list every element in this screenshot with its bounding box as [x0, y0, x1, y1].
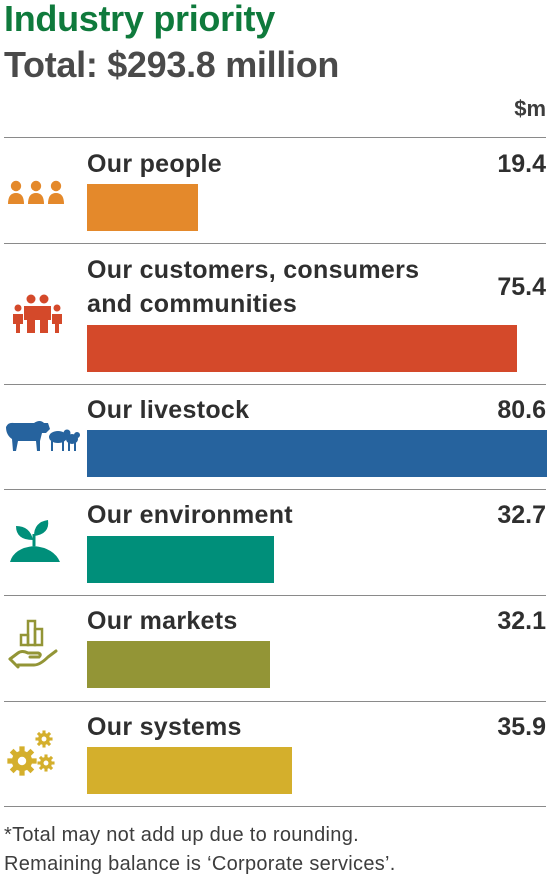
bar [87, 641, 271, 688]
row-divider [4, 384, 546, 385]
bar [87, 536, 274, 583]
family-icon [4, 294, 66, 339]
category-label-line: Our livestock [87, 396, 250, 424]
data-label: 32.7 [497, 501, 546, 529]
bar [87, 325, 518, 372]
people-icon [4, 178, 66, 215]
unit-label: $m [514, 96, 546, 121]
category-label-line: Our people [87, 150, 222, 178]
category-label-line: Our systems [87, 713, 242, 741]
data-label: 35.9 [497, 713, 546, 741]
footnote-line-2: Remaining balance is ‘Corporate services… [4, 853, 396, 875]
livestock-icon [4, 417, 80, 460]
chart-subtitle: Total: $293.8 million [4, 44, 340, 85]
category-label: Our markets [87, 604, 238, 638]
gears-icon [4, 727, 66, 784]
bar [87, 747, 292, 794]
data-label: 75.4 [497, 273, 546, 301]
category-label: Our systems [87, 710, 242, 744]
footnote-line-1: *Total may not add up due to rounding. [4, 824, 359, 846]
row-divider [4, 806, 546, 807]
category-label-line: Our markets [87, 607, 238, 635]
data-label: 80.6 [497, 396, 546, 424]
category-label-line: and communities [87, 290, 298, 318]
category-label: Our customers, consumers and communities [87, 253, 419, 321]
chart-title: Industry priority [4, 0, 275, 39]
data-label: 32.1 [497, 607, 546, 635]
row-divider [4, 489, 546, 490]
data-label: 19.4 [497, 150, 546, 178]
row-divider [4, 243, 546, 244]
row-divider [4, 137, 546, 138]
bar [87, 430, 547, 477]
plant-icon [4, 518, 66, 569]
row-divider [4, 595, 546, 596]
category-label-line: Our customers, consumers [87, 256, 420, 284]
market-hand-icon [4, 615, 66, 682]
category-label-line: Our environment [87, 501, 293, 529]
category-label: Our people [87, 147, 222, 181]
category-label: Our livestock [87, 393, 249, 427]
bar [87, 184, 198, 231]
row-divider [4, 701, 546, 702]
category-label: Our environment [87, 498, 293, 532]
